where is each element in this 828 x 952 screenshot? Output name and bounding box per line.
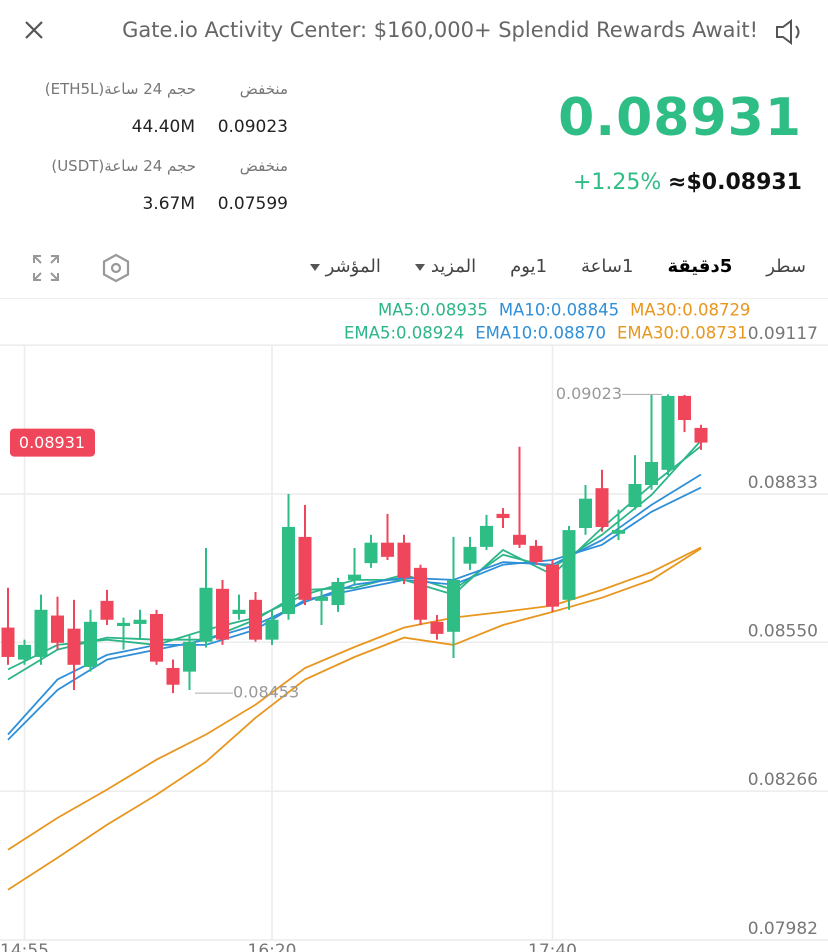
candle-body <box>430 621 444 634</box>
x-tick-label: 14:55 <box>0 941 49 952</box>
x-tick-label: 16:20 <box>248 941 297 952</box>
settings-icon[interactable] <box>101 253 131 283</box>
stat-value: 44.40M <box>131 117 195 137</box>
candle-body <box>183 641 196 672</box>
price-change: +1.25% <box>573 170 662 195</box>
usd-price: ≈$0.08931 <box>668 170 802 195</box>
speaker-icon[interactable] <box>774 18 806 46</box>
candle-body <box>18 644 31 660</box>
indicator-line <box>7 546 702 851</box>
fullscreen-icon[interactable] <box>32 254 60 282</box>
candle-body <box>282 526 295 614</box>
candle-body <box>645 461 658 486</box>
y-tick-label: 0.08550 <box>748 621 818 641</box>
candle-body <box>67 628 81 665</box>
legend-entry: MA30:0.08729 <box>630 301 750 320</box>
candle-body <box>364 542 378 564</box>
candle-body <box>51 615 64 643</box>
banner-text[interactable]: Gate.io Activity Center: $160,000+ Splen… <box>122 18 758 42</box>
tab[interactable]: 5دقيقة <box>667 256 733 277</box>
candle-body <box>397 542 411 578</box>
divider <box>0 298 828 299</box>
candle-body <box>315 596 328 601</box>
candle-body <box>579 498 592 529</box>
candle-body <box>1 627 15 657</box>
tab[interactable]: المؤشر <box>310 256 381 277</box>
candle-body <box>100 600 114 620</box>
candle-body <box>381 542 394 557</box>
stat-label: منخفض <box>239 157 288 175</box>
candle-body <box>298 536 312 600</box>
legend-entry: MA5:0.08935 <box>378 301 488 320</box>
stat-value: 3.67M <box>142 194 195 214</box>
stat-label: حجم 24 ساعة(ETH5L) <box>44 80 196 98</box>
candle-body <box>447 579 460 632</box>
stat-value: 0.07599 <box>217 194 288 214</box>
legend-entry: EMA10:0.08870 <box>475 324 606 343</box>
candle-body <box>133 619 147 624</box>
legend-entry: EMA30:0.08731 <box>617 324 748 343</box>
candle-body <box>546 564 559 607</box>
tab[interactable]: سطر <box>766 256 806 277</box>
tab[interactable]: المزيد <box>415 256 476 277</box>
candle-body <box>84 621 97 667</box>
stat-label: حجم 24 ساعة(USDT) <box>51 157 196 175</box>
legend-entry: MA10:0.08845 <box>499 301 619 320</box>
close-icon[interactable] <box>22 18 46 42</box>
candle-body <box>513 534 526 545</box>
tab[interactable]: 1يوم <box>510 256 548 277</box>
price-tag <box>10 428 95 457</box>
indicator-line <box>7 486 702 736</box>
candle-body <box>529 545 543 563</box>
candle-body <box>216 588 229 640</box>
y-tick-label: 0.08833 <box>748 473 818 493</box>
high-label: 0.09023 <box>556 384 622 403</box>
low-label: 0.08453 <box>233 683 299 702</box>
candle-body <box>34 609 48 657</box>
stat-label: منخفض <box>239 80 288 98</box>
candle-body <box>166 667 180 685</box>
candle-body <box>612 530 625 534</box>
candle-body <box>480 525 493 547</box>
candle-body <box>117 622 130 627</box>
chart: 0.07982 0.08266 0.08550 0.08833 0.09117 14:55… <box>0 301 828 952</box>
candle-body <box>265 619 279 640</box>
candle-body <box>694 427 708 443</box>
y-tick-label: 0.08266 <box>748 770 818 790</box>
candle-body <box>496 513 510 519</box>
candle-body <box>414 567 427 620</box>
candle-body <box>628 483 642 508</box>
candle-body <box>249 599 262 640</box>
tabs: سطر 5دقيقة 1ساعة 1يوم المزيد المؤشر <box>310 256 806 277</box>
candle-body <box>595 488 609 527</box>
candle-body <box>150 613 163 662</box>
candle-body <box>463 546 477 564</box>
price-tag-label: 0.08931 <box>19 433 85 452</box>
candle-body <box>331 581 345 606</box>
candle-body <box>678 395 691 421</box>
candle-body <box>199 587 213 642</box>
indicator-line <box>7 547 702 891</box>
candle-body <box>562 530 576 600</box>
y-tick-label: 0.07982 <box>748 919 818 939</box>
tab[interactable]: 1ساعة <box>581 256 634 277</box>
candle-body <box>661 395 675 470</box>
candle-body <box>348 574 361 580</box>
legend-entry: EMA5:0.08924 <box>344 324 464 343</box>
stat-value: 0.09023 <box>217 117 288 137</box>
y-tick-label: 0.09117 <box>748 324 818 344</box>
candle-body <box>232 609 246 614</box>
last-price: 0.08931 <box>558 88 802 148</box>
x-tick-label: 17:40 <box>528 941 577 952</box>
